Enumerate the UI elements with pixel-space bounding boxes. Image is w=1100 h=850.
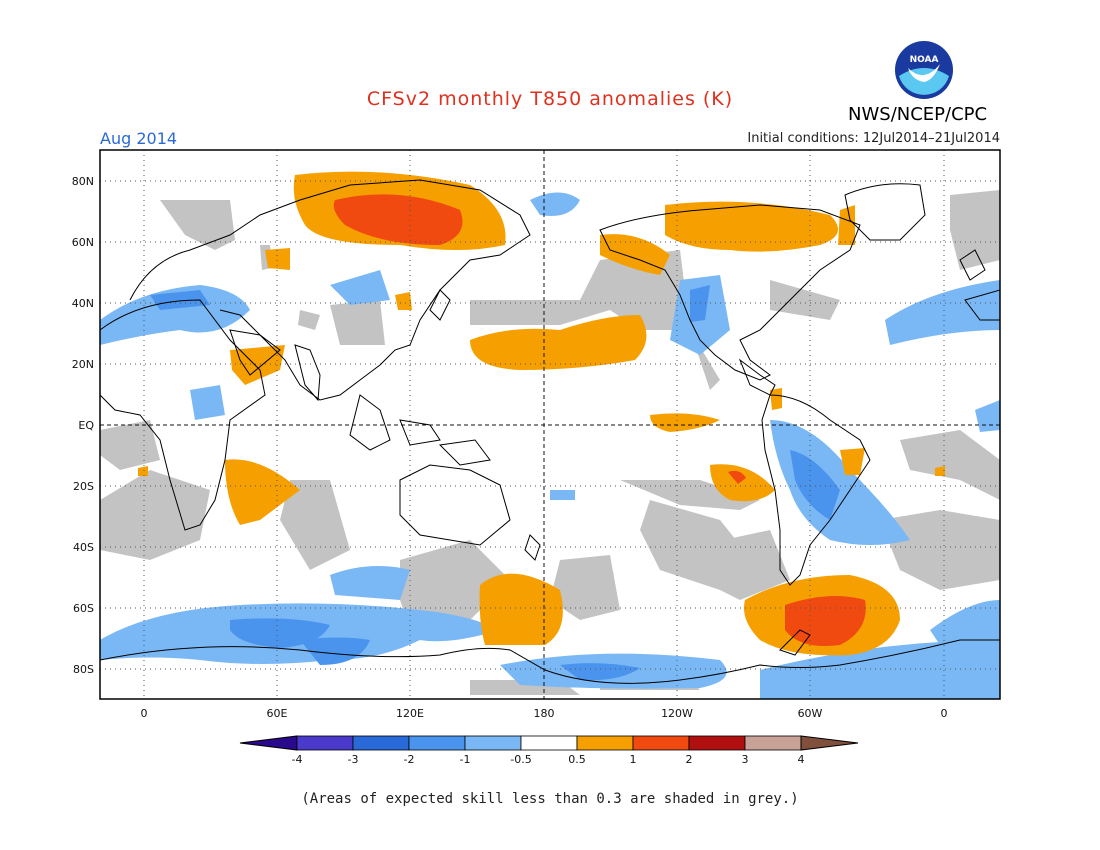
- forecast-month: Aug 2014: [100, 129, 178, 148]
- lat-lon-grid: [100, 150, 1000, 699]
- lon-label: 120E: [396, 707, 424, 720]
- lon-label: 60W: [798, 707, 823, 720]
- legend-swatch-high: [800, 735, 859, 751]
- legend-swatch: [296, 735, 354, 751]
- coastlines: [100, 179, 1000, 684]
- legend-label: 3: [742, 753, 749, 766]
- color-legend: -4 -3 -2 -1 -0.5 0.5 1 2 3 4: [239, 735, 859, 766]
- legend-swatch: [520, 735, 578, 751]
- legend-label: -4: [292, 753, 303, 766]
- legend-swatch: [576, 735, 634, 751]
- legend-swatch-low: [239, 735, 298, 751]
- lat-labels: 80N 60N 40N 20N EQ 20S 40S 60S 80S: [72, 175, 95, 676]
- legend-swatch: [408, 735, 466, 751]
- legend-label: 0.5: [568, 753, 586, 766]
- lat-label: 60N: [72, 236, 94, 249]
- lat-label: 40S: [73, 541, 94, 554]
- lat-label: 80N: [72, 175, 94, 188]
- lat-label: EQ: [78, 419, 94, 432]
- lat-label: 20N: [72, 358, 94, 371]
- agency-label: NWS/NCEP/CPC: [848, 104, 988, 125]
- initial-conditions: Initial conditions: 12Jul2014–21Jul2014: [747, 131, 1000, 146]
- legend-label: 2: [686, 753, 693, 766]
- lat-label: 80S: [73, 663, 94, 676]
- low-skill-areas: [100, 190, 1000, 695]
- map-frame: [99, 149, 1001, 700]
- legend-swatch: [744, 735, 802, 751]
- legend-label: 1: [630, 753, 637, 766]
- legend-swatch: [632, 735, 690, 751]
- lon-labels: 0 60E 120E 180 120W 60W 0: [141, 707, 948, 720]
- lat-label: 20S: [73, 480, 94, 493]
- lon-label: 0: [941, 707, 948, 720]
- legend-label: -1: [460, 753, 471, 766]
- legend-label: 4: [798, 753, 805, 766]
- lat-label: 40N: [72, 297, 94, 310]
- lon-label: 0: [141, 707, 148, 720]
- footnote: (Areas of expected skill less than 0.3 a…: [301, 791, 799, 807]
- lon-label: 120W: [661, 707, 693, 720]
- legend-label: -0.5: [510, 753, 531, 766]
- legend-swatch: [688, 735, 746, 751]
- reference-lines: [100, 150, 1000, 699]
- orange-anomalies: [138, 171, 945, 656]
- svg-text:NOAA: NOAA: [910, 55, 939, 65]
- legend-label: -2: [404, 753, 415, 766]
- legend-swatch: [352, 735, 410, 751]
- noaa-logo: NOAA: [895, 41, 953, 99]
- lat-label: 60S: [73, 602, 94, 615]
- legend-swatch: [464, 735, 522, 751]
- medium-blue-anomalies: [150, 285, 840, 681]
- lon-label: 60E: [267, 707, 288, 720]
- lon-label: 180: [534, 707, 555, 720]
- legend-label: -3: [348, 753, 359, 766]
- chart-title: CFSv2 monthly T850 anomalies (K): [366, 88, 734, 110]
